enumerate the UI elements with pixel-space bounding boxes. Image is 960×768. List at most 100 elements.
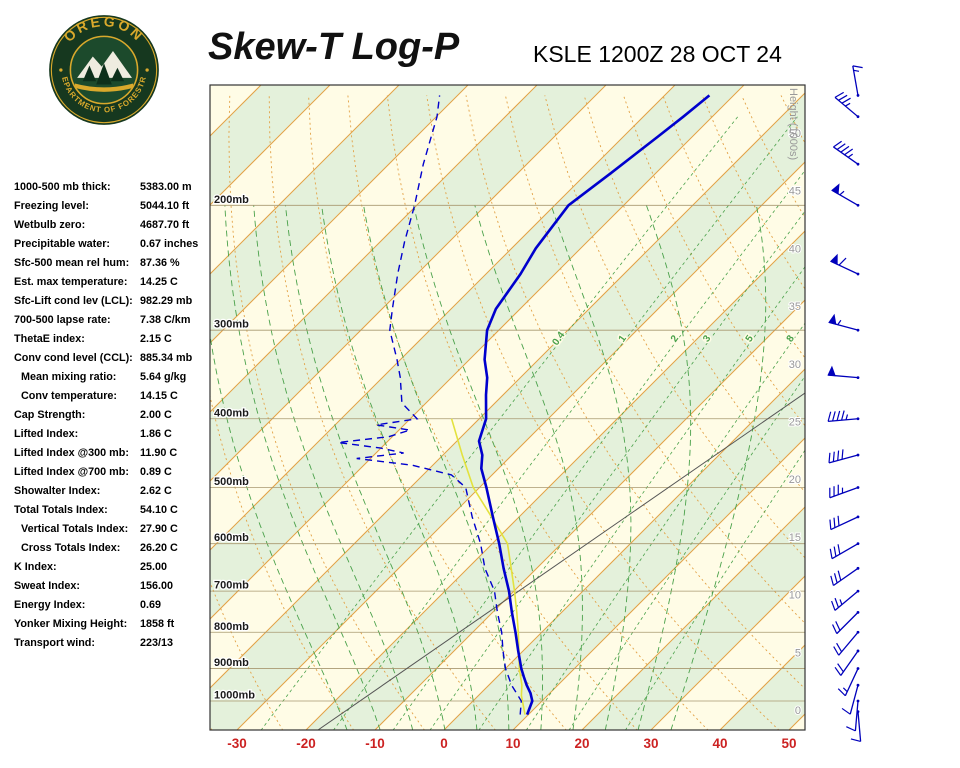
index-row: Vertical Totals Index: 27.90 C <box>14 523 212 542</box>
temp-axis-tick: 50 <box>781 736 796 751</box>
height-axis-tick: 45 <box>789 186 801 198</box>
pressure-label: 900mb <box>214 657 249 669</box>
odf-logo: OREGON DEPARTMENT OF FORESTRY <box>48 14 159 125</box>
index-value: 5044.10 ft <box>140 200 190 212</box>
height-axis-tick: 50 <box>789 128 801 140</box>
index-value: 5383.00 m <box>140 181 192 193</box>
index-row: Conv temperature: 14.15 C <box>14 390 212 409</box>
pressure-label: 200mb <box>214 194 249 206</box>
index-value: 11.90 C <box>140 447 178 459</box>
index-label: Lifted Index @700 mb: <box>14 466 129 478</box>
index-row: Est. max temperature: 14.25 C <box>14 276 212 295</box>
temp-axis-tick: 0 <box>440 736 448 751</box>
wind-barbs <box>827 65 863 743</box>
index-label: Freezing level: <box>14 200 90 212</box>
index-value: 87.36 % <box>140 257 180 269</box>
index-value: 0.67 inches <box>140 238 199 250</box>
index-value: 7.38 C/km <box>140 314 191 326</box>
index-label: K Index: <box>14 561 57 573</box>
logo-dot-left <box>59 68 63 72</box>
index-row: Sfc-500 mean rel hum: 87.36 % <box>14 257 212 276</box>
height-axis-label: Height (1000s) <box>787 88 799 160</box>
index-row: Cross Totals Index: 26.20 C <box>14 542 212 561</box>
temp-axis-tick: 40 <box>712 736 727 751</box>
index-label: Lifted Index: <box>14 428 79 440</box>
index-label: Conv temperature: <box>21 390 117 402</box>
index-label: Cross Totals Index: <box>21 542 121 554</box>
index-row: Freezing level: 5044.10 ft <box>14 200 212 219</box>
pressure-label: 400mb <box>214 407 249 419</box>
index-value: 2.00 C <box>140 409 172 421</box>
index-row: Precipitable water: 0.67 inches <box>14 238 212 257</box>
index-row: 700-500 lapse rate: 7.38 C/km <box>14 314 212 333</box>
height-axis-tick: 10 <box>789 590 801 602</box>
parcel-trace <box>450 418 526 715</box>
index-row: K Index: 25.00 <box>14 561 212 580</box>
index-value: 156.00 <box>140 580 174 592</box>
index-value: 0.89 C <box>140 466 172 478</box>
index-value: 885.34 mb <box>140 352 193 364</box>
indices-panel: 1000-500 mb thick: 5383.00 m Freezing leve… <box>14 181 212 656</box>
temperature-trace <box>477 94 711 716</box>
index-label: Sfc-500 mean rel hum: <box>14 257 130 269</box>
index-row: Cap Strength: 2.00 C <box>14 409 212 428</box>
height-axis-tick: 25 <box>789 417 801 429</box>
pressure-label: 700mb <box>214 580 249 592</box>
index-row: Transport wind: 223/13 <box>14 637 212 656</box>
index-value: 14.25 C <box>140 276 178 288</box>
index-row: Wetbulb zero: 4687.70 ft <box>14 219 212 238</box>
dewpoint-trace <box>338 95 523 715</box>
index-label: Cap Strength: <box>14 409 86 421</box>
temp-axis-labels: -30 -20 -10 0 10 20 30 40 50 <box>227 736 796 751</box>
isotherms <box>210 85 805 730</box>
height-axis-tick: 30 <box>789 359 801 371</box>
index-label: Showalter Index: <box>14 485 101 497</box>
index-row: 1000-500 mb thick: 5383.00 m <box>14 181 212 200</box>
page-title: Skew-T Log-P <box>208 26 460 68</box>
index-row: Yonker Mixing Height: 1858 ft <box>14 618 212 637</box>
index-row: Total Totals Index: 54.10 C <box>14 504 212 523</box>
index-row: Sfc-Lift cond lev (LCL): 982.29 mb <box>14 295 212 314</box>
pressure-labels: 200mb 300mb 400mb 500mb 600mb 700mb 800mb 900mb… <box>213 193 257 703</box>
logo-tree-left <box>82 65 97 82</box>
height-axis-tick: 5 <box>795 647 801 659</box>
height-axis-tick: 40 <box>789 243 801 255</box>
index-value: 2.15 C <box>140 333 172 345</box>
index-value: 0.69 <box>140 599 162 611</box>
index-value: 27.90 C <box>140 523 178 535</box>
index-label: Vertical Totals Index: <box>21 523 129 535</box>
index-row: Energy Index: 0.69 <box>14 599 212 618</box>
index-label: 700-500 lapse rate: <box>14 314 111 326</box>
index-value: 26.20 C <box>140 542 178 554</box>
index-value: 223/13 <box>140 637 174 649</box>
index-label: Sfc-Lift cond lev (LCL): <box>14 295 133 307</box>
index-label: ThetaE index: <box>14 333 85 345</box>
index-row: Lifted Index @300 mb: 11.90 C <box>14 447 212 466</box>
pressure-label: 800mb <box>214 621 249 633</box>
temp-axis-tick: -10 <box>365 736 385 751</box>
index-row: Showalter Index: 2.62 C <box>14 485 212 504</box>
index-label: Conv cond level (CCL): <box>14 352 133 364</box>
index-row: Sweat Index: 156.00 <box>14 580 212 599</box>
index-label: Precipitable water: <box>14 238 111 250</box>
index-value: 1858 ft <box>140 618 175 630</box>
pressure-label: 1000mb <box>214 690 255 702</box>
pressure-label: 600mb <box>214 532 249 544</box>
pressure-label: 300mb <box>214 319 249 331</box>
mixing-ratio-lines <box>260 116 805 730</box>
temp-axis-tick: 20 <box>574 736 589 751</box>
index-value: 4687.70 ft <box>140 219 190 231</box>
index-row: Mean mixing ratio: 5.64 g/kg <box>14 371 212 390</box>
index-value: 982.29 mb <box>140 295 193 307</box>
index-label: Yonker Mixing Height: <box>14 618 128 630</box>
moist-adiabats <box>210 205 767 730</box>
index-label: 1000-500 mb thick: <box>14 181 111 193</box>
plot-area <box>210 85 805 730</box>
temp-axis-tick: -20 <box>296 736 316 751</box>
index-label: Total Totals Index: <box>14 504 108 516</box>
index-label: Energy Index: <box>14 599 86 611</box>
height-axis-tick: 0 <box>795 705 801 717</box>
index-value: 25.00 <box>140 561 168 573</box>
